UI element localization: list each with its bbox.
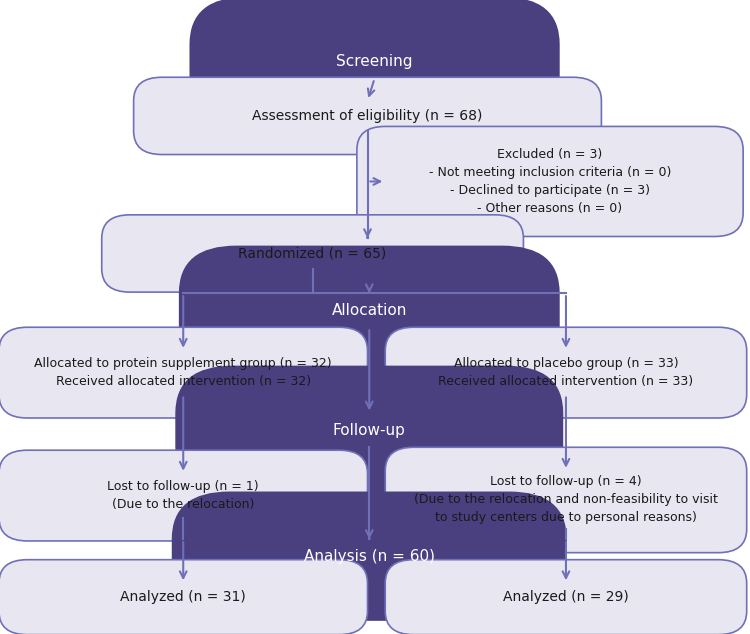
FancyBboxPatch shape bbox=[180, 247, 559, 374]
Text: Analyzed (n = 31): Analyzed (n = 31) bbox=[120, 590, 246, 604]
Text: Lost to follow-up (n = 4)
(Due to the relocation and non-feasibility to visit
to: Lost to follow-up (n = 4) (Due to the re… bbox=[414, 476, 718, 524]
FancyBboxPatch shape bbox=[176, 366, 562, 494]
FancyBboxPatch shape bbox=[0, 450, 368, 541]
Text: Follow-up: Follow-up bbox=[333, 423, 406, 438]
Text: Allocation: Allocation bbox=[332, 303, 407, 318]
FancyBboxPatch shape bbox=[0, 560, 368, 634]
Text: Excluded (n = 3)
- Not meeting inclusion criteria (n = 0)
- Declined to particip: Excluded (n = 3) - Not meeting inclusion… bbox=[429, 148, 671, 215]
FancyBboxPatch shape bbox=[386, 560, 747, 634]
FancyBboxPatch shape bbox=[172, 493, 566, 620]
FancyBboxPatch shape bbox=[357, 126, 743, 236]
Text: Screening: Screening bbox=[336, 54, 412, 69]
Text: Analyzed (n = 29): Analyzed (n = 29) bbox=[503, 590, 628, 604]
FancyBboxPatch shape bbox=[386, 327, 747, 418]
Text: Allocated to protein supplement group (n = 32)
Received allocated intervention (: Allocated to protein supplement group (n… bbox=[34, 357, 332, 388]
Text: Lost to follow-up (n = 1)
(Due to the relocation): Lost to follow-up (n = 1) (Due to the re… bbox=[107, 480, 259, 511]
Text: Allocated to placebo group (n = 33)
Received allocated intervention (n = 33): Allocated to placebo group (n = 33) Rece… bbox=[439, 357, 694, 388]
FancyBboxPatch shape bbox=[134, 77, 602, 155]
Text: Assessment of eligibility (n = 68): Assessment of eligibility (n = 68) bbox=[252, 109, 483, 123]
FancyBboxPatch shape bbox=[102, 215, 524, 292]
FancyBboxPatch shape bbox=[0, 327, 368, 418]
Text: Randomized (n = 65): Randomized (n = 65) bbox=[238, 247, 387, 261]
Text: Analysis (n = 60): Analysis (n = 60) bbox=[304, 548, 435, 564]
FancyBboxPatch shape bbox=[386, 447, 747, 553]
FancyBboxPatch shape bbox=[190, 0, 559, 126]
